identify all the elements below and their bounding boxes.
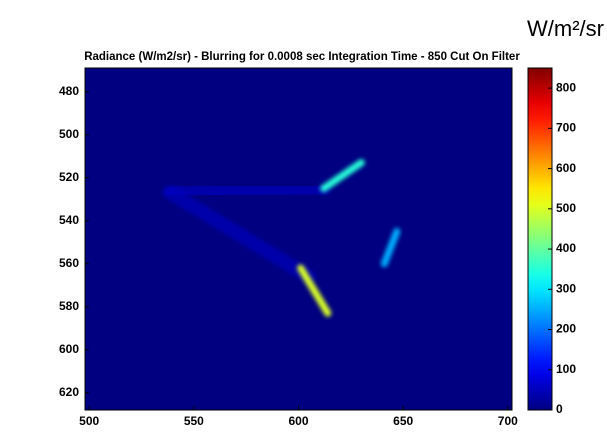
x-tick-label: 500 xyxy=(79,414,99,428)
x-tick-label: 650 xyxy=(393,414,413,428)
radiance-streak xyxy=(163,185,316,284)
y-tick-label: 620 xyxy=(59,385,79,399)
chart-title: Radiance (W/m2/sr) - Blurring for 0.0008… xyxy=(84,51,520,63)
radiance-streak xyxy=(380,227,401,268)
colorbar-tick-label: 200 xyxy=(556,322,576,336)
radiance-streak xyxy=(163,181,331,200)
x-tick-label: 700 xyxy=(498,414,518,428)
y-tick-label: 500 xyxy=(59,127,79,141)
colorbar-tick-label: 300 xyxy=(556,281,576,295)
colorbar-unit: W/m²/sr xyxy=(527,16,604,41)
y-tick-label: 540 xyxy=(59,213,79,227)
y-tick-label: 520 xyxy=(59,170,79,184)
colorbar-tick-label: 400 xyxy=(556,241,576,255)
colorbar-tick-label: 800 xyxy=(556,80,576,94)
colorbar xyxy=(527,67,553,411)
radiance-streak xyxy=(320,159,365,192)
y-tick-label: 580 xyxy=(59,299,79,313)
colorbar-tick-label: 600 xyxy=(556,161,576,175)
y-tick-label: 600 xyxy=(59,342,79,356)
x-tick-label: 600 xyxy=(288,414,308,428)
heatmap-background xyxy=(85,68,512,410)
colorbar-tick-label: 500 xyxy=(556,201,576,215)
x-tick-label: 550 xyxy=(184,414,204,428)
colorbar-tick-label: 0 xyxy=(556,402,563,416)
colorbar-tick-label: 700 xyxy=(556,121,576,135)
radiance-streak xyxy=(297,264,332,317)
y-tick-label: 480 xyxy=(59,84,79,98)
y-tick-label: 560 xyxy=(59,256,79,270)
heatmap-features xyxy=(163,159,401,317)
colorbar-tick-label: 100 xyxy=(556,362,576,376)
